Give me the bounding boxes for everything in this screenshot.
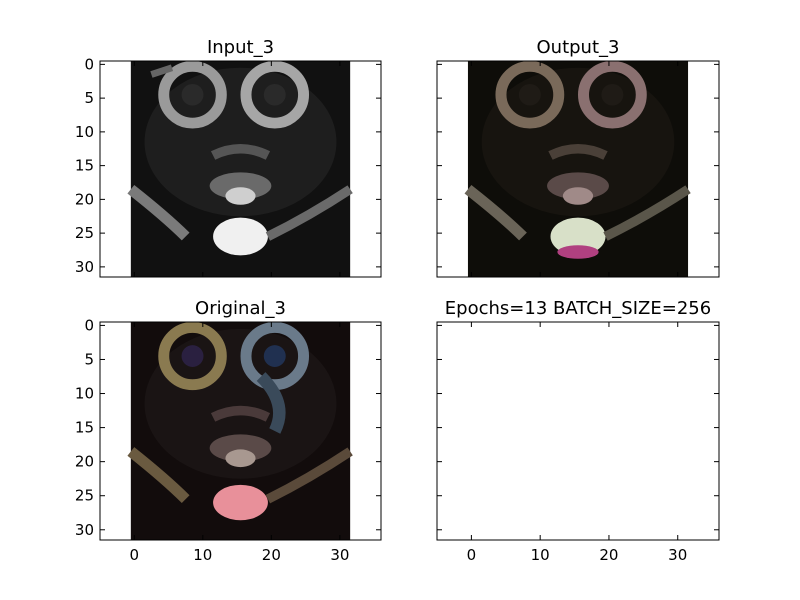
original-3-axes-frame (99, 321, 382, 541)
x-tick-label: 20 (262, 546, 281, 564)
x-tick-label: 0 (467, 546, 477, 564)
y-tick-label: 25 (75, 487, 94, 505)
y-tick-label: 0 (84, 316, 94, 334)
output-3-title: Output_3 (537, 37, 620, 58)
x-tick-label: 30 (330, 546, 349, 564)
y-tick-label: 0 (84, 55, 94, 73)
x-tick-label: 30 (668, 546, 687, 564)
original-3-title: Original_3 (195, 298, 286, 319)
y-tick-label: 20 (75, 453, 94, 471)
y-tick-label: 10 (75, 385, 94, 403)
y-tick-label: 30 (75, 258, 94, 276)
x-tick-label: 10 (193, 546, 212, 564)
epochs-13-batch-size-256-title: Epochs=13 BATCH_SIZE=256 (445, 298, 711, 319)
y-tick-label: 15 (75, 419, 94, 437)
x-tick-label: 0 (129, 546, 139, 564)
subplot-epochs-13-batch-size-256: 0 10 20 30 Epochs=13 BATCH_SIZE=256 (436, 298, 720, 564)
y-tick-label: 20 (75, 190, 94, 208)
x-tick-label: 10 (531, 546, 550, 564)
input-3-image (131, 61, 350, 277)
original-3-image (131, 322, 350, 540)
y-tick-label: 5 (84, 350, 94, 368)
subplot-original-3: 0 5 10 15 20 25 30 0 10 20 30 Original_3 (75, 298, 382, 564)
x-tick-label: 20 (599, 546, 618, 564)
output-3-axes-frame (436, 60, 720, 278)
input-3-axes-frame (99, 60, 382, 278)
input-3-title: Input_3 (207, 37, 274, 58)
y-tick-label: 5 (84, 89, 94, 107)
y-tick-label: 30 (75, 521, 94, 539)
subplot-output-3: Output_3 (436, 37, 720, 278)
subplot-input-3: 0 5 10 15 20 25 30 Input_3 (75, 37, 382, 278)
y-tick-label: 25 (75, 224, 94, 242)
epochs-13-batch-size-256-axes-frame (436, 321, 720, 541)
y-tick-label: 10 (75, 123, 94, 141)
output-3-image (468, 61, 688, 277)
y-tick-label: 15 (75, 157, 94, 175)
